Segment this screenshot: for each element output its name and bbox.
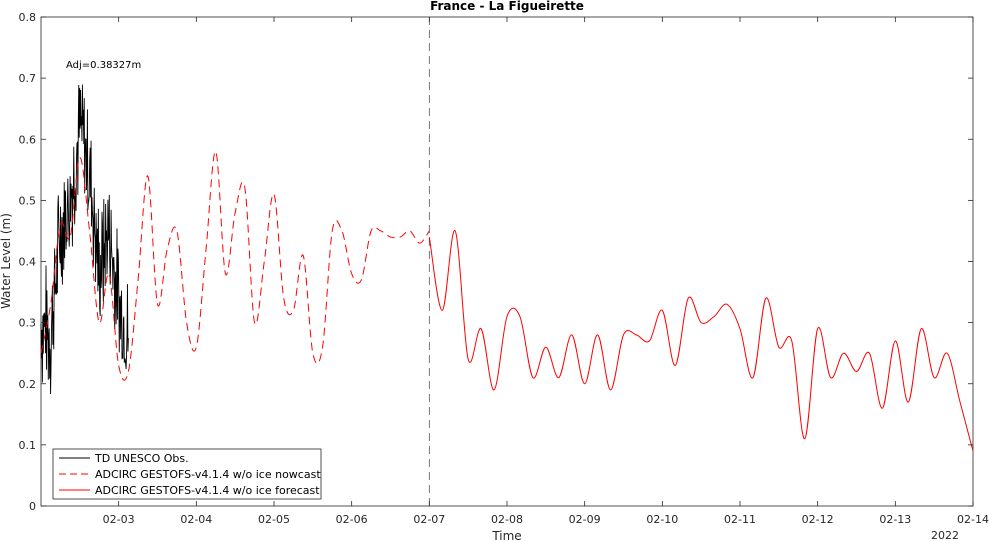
- x-tick-label: 02-07: [413, 513, 445, 526]
- x-tick-label: 02-13: [879, 513, 911, 526]
- x-tick-label: 02-08: [491, 513, 523, 526]
- chart-title: France - La Figueirette: [430, 0, 584, 13]
- y-tick-label: 0.1: [19, 439, 37, 452]
- x-tick-label: 02-12: [802, 513, 834, 526]
- y-axis-label: Water Level (m): [0, 213, 13, 309]
- x-axis-label: Time: [491, 529, 521, 541]
- series-line-forecast: [428, 230, 974, 452]
- y-tick-label: 0.7: [19, 72, 37, 85]
- x-tick-label: 02-06: [336, 513, 368, 526]
- series-line-observed: [40, 84, 129, 395]
- y-tick-label: 0.8: [19, 11, 37, 24]
- y-tick-label: 0.4: [19, 256, 37, 269]
- x-tick-label: 02-10: [646, 513, 678, 526]
- x-tick-label: 02-03: [103, 513, 135, 526]
- x-tick-label: 02-14: [957, 513, 989, 526]
- x-tick-label: 02-05: [258, 513, 290, 526]
- y-tick-label: 0.5: [19, 194, 37, 207]
- y-tick-label: 0: [29, 500, 36, 513]
- legend: TD UNESCO Obs. ADCIRC GESTOFS-v4.1.4 w/o…: [52, 448, 322, 500]
- legend-label-observed: TD UNESCO Obs.: [94, 452, 189, 465]
- legend-box: [52, 448, 322, 500]
- x-tick-label: 02-04: [180, 513, 212, 526]
- legend-label-nowcast: ADCIRC GESTOFS-v4.1.4 w/o ice nowcast: [95, 468, 321, 481]
- y-tick-label: 0.2: [19, 378, 37, 391]
- x-axis: 02-03 02-04 02-05 02-06 02-07 02-08 02-09 02-10…: [103, 17, 989, 526]
- x-tick-label: 02-11: [724, 513, 756, 526]
- y-axis: 0 0.1 0.2 0.3 0.4 0.5 0.6 0.7 0.8: [19, 11, 973, 513]
- legend-label-forecast: ADCIRC GESTOFS-v4.1.4 w/o ice forecast: [95, 484, 320, 497]
- adjustment-annotation: Adj=0.38327m: [66, 60, 141, 71]
- year-label: 2022: [931, 529, 959, 541]
- x-tick-label: 02-09: [569, 513, 601, 526]
- y-tick-label: 0.6: [19, 133, 37, 146]
- series-line-nowcast: [40, 150, 430, 381]
- y-tick-label: 0.3: [19, 317, 37, 330]
- series-layer: [40, 84, 974, 452]
